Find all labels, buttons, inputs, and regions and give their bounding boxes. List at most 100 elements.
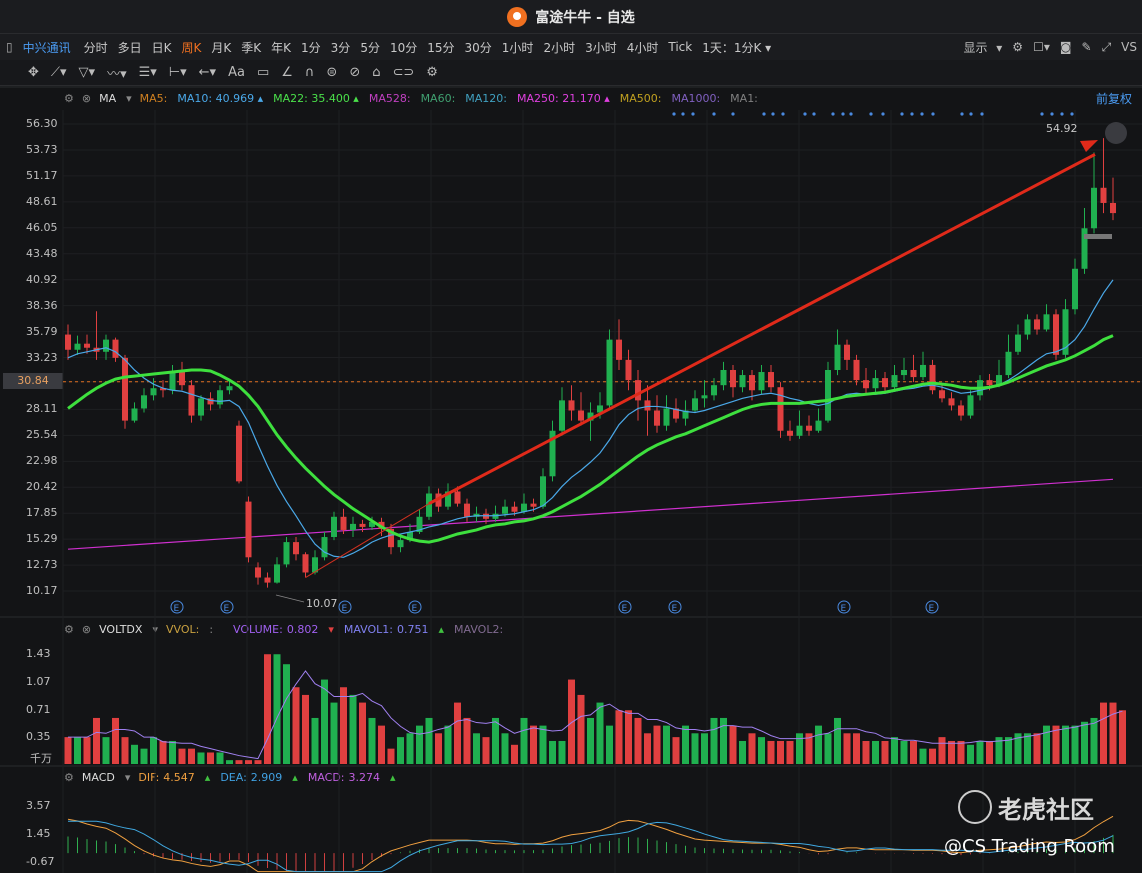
- panel-toggle-icon[interactable]: ▯: [6, 40, 13, 54]
- link-icon[interactable]: ⊂⊃: [392, 65, 415, 80]
- volume-bar: [425, 717, 433, 764]
- candle-body: [597, 405, 603, 413]
- timeframe-tab-2[interactable]: 日K: [151, 40, 172, 55]
- volume-bar: [853, 733, 860, 764]
- event-dot-icon: [672, 112, 676, 116]
- fullscreen-icon[interactable]: ⤢: [1101, 39, 1112, 54]
- volume-bar: [539, 725, 547, 764]
- macd-indicator-name[interactable]: MACD: [81, 770, 115, 784]
- text-tool-icon[interactable]: Aa: [228, 65, 245, 80]
- event-dot-icon: [881, 112, 885, 116]
- arrow-tool-icon[interactable]: ←▾: [198, 65, 217, 80]
- timeframe-tab-13[interactable]: 1小时: [501, 40, 534, 55]
- timeframe-tab-11[interactable]: 15分: [427, 40, 455, 55]
- settings-gear-icon[interactable]: ⚙: [1012, 40, 1024, 54]
- candle-body: [815, 420, 822, 431]
- adjust-mode-button[interactable]: 前复权: [1095, 92, 1132, 106]
- ma-settings-icon[interactable]: ⚙: [64, 91, 74, 105]
- display-dropdown[interactable]: 显示 ▾: [953, 39, 1007, 56]
- event-dot-icon: [969, 112, 973, 116]
- candle-body: [1091, 187, 1097, 229]
- price-axis-label: 15.29: [26, 532, 58, 546]
- volume-bar: [1005, 737, 1012, 764]
- volume-bar: [406, 733, 414, 764]
- event-dot-icon: [781, 112, 785, 116]
- timeframe-tab-10[interactable]: 10分: [389, 40, 418, 55]
- timeframe-tab-18[interactable]: 1天：1分K ▾: [702, 40, 772, 55]
- line-tool-icon[interactable]: ⟋▾: [50, 65, 67, 80]
- volume-bar: [596, 702, 604, 764]
- crosshair-move-icon[interactable]: ✥: [28, 65, 39, 80]
- macd-settings-icon[interactable]: ⚙: [64, 770, 74, 784]
- volume-bar: [606, 725, 613, 764]
- hide-icon[interactable]: ⊘: [349, 65, 361, 80]
- comment-tool-icon[interactable]: ▭: [256, 65, 270, 80]
- ma-dropdown-icon[interactable]: ▾: [126, 91, 132, 105]
- magnet-icon[interactable]: ∩: [304, 65, 315, 80]
- candle-body: [141, 395, 147, 409]
- timeframe-tab-7[interactable]: 1分: [301, 40, 321, 55]
- vol-indicator-name[interactable]: VOLTDX: [99, 622, 143, 636]
- candle-body: [188, 385, 195, 416]
- volume-bar: [311, 717, 319, 764]
- timeframe-tab-5[interactable]: 季K: [241, 40, 262, 55]
- timeframe-tab-3[interactable]: 周K: [181, 40, 202, 55]
- timeframe-tab-4[interactable]: 月K: [211, 40, 232, 55]
- draw-settings-icon[interactable]: ⚙: [426, 65, 438, 80]
- channel-tool-icon[interactable]: ▽▾: [78, 65, 96, 80]
- trend-arrow-line: [428, 153, 1096, 505]
- vol-settings-icon[interactable]: ⚙: [64, 622, 74, 636]
- candle-body: [1072, 268, 1078, 310]
- eraser-icon[interactable]: ∠: [281, 65, 293, 80]
- volume-bar: [188, 748, 195, 764]
- pen-icon[interactable]: ✎: [1081, 40, 1092, 54]
- event-dot-icon: [831, 112, 835, 116]
- volume-bar: [159, 740, 167, 764]
- compare-icon[interactable]: VS: [1121, 40, 1137, 54]
- wave-tool-icon[interactable]: 〰▾: [107, 67, 127, 82]
- timeframe-tab-16[interactable]: 4小时: [626, 40, 659, 55]
- candle-body: [103, 339, 109, 352]
- volume-bar: [264, 654, 271, 764]
- ma-legend-item-3: MA528:: [368, 91, 411, 105]
- timeframe-tab-9[interactable]: 5分: [360, 40, 380, 55]
- timeframe-tab-17[interactable]: Tick: [668, 40, 693, 54]
- timeframe-tab-1[interactable]: 多日: [117, 40, 142, 55]
- timeframe-tab-0[interactable]: 分时: [83, 40, 108, 55]
- mavol1-value: 0.751: [397, 622, 429, 636]
- candle-body: [530, 503, 537, 507]
- volume-bar: [1052, 725, 1060, 764]
- macd-label: MACD:: [307, 770, 345, 784]
- timeframe-tab-12[interactable]: 30分: [464, 40, 492, 55]
- timeframe-tab-15[interactable]: 3小时: [585, 40, 617, 55]
- timeframe-tab-8[interactable]: 3分: [330, 40, 351, 55]
- ma-indicator-name[interactable]: MA: [99, 91, 117, 105]
- fib-tool-icon[interactable]: ☰▾: [138, 65, 157, 80]
- macd-dropdown-icon[interactable]: ▾: [124, 770, 131, 784]
- candle-body: [454, 491, 461, 504]
- vol-close-icon[interactable]: ⊗: [81, 622, 92, 636]
- dif-line: [67, 815, 1114, 873]
- volume-bar: [948, 740, 955, 764]
- lock-icon[interactable]: ⊜: [326, 65, 338, 80]
- trash-icon[interactable]: ⌂: [372, 65, 381, 80]
- earnings-marker-icon: [618, 600, 632, 614]
- camera-icon[interactable]: ◙: [1059, 40, 1072, 54]
- candle-body: [796, 425, 803, 436]
- macd-axis-label: 1.45: [26, 826, 51, 840]
- volume-bar: [976, 740, 984, 764]
- ma-close-icon[interactable]: ⊗: [81, 91, 92, 105]
- volume-bar: [653, 725, 661, 764]
- candle-body: [1043, 314, 1050, 330]
- layout-icon[interactable]: ☐▾: [1033, 40, 1050, 54]
- volume-bar: [663, 725, 670, 764]
- timeframe-tab-6[interactable]: 年K: [271, 40, 292, 55]
- high-price-label: 54.92: [1046, 122, 1078, 135]
- candle-body: [882, 378, 888, 388]
- volume-bar: [131, 744, 138, 764]
- timeframe-tab-14[interactable]: 2小时: [543, 40, 576, 55]
- measure-tool-icon[interactable]: ⊢▾: [168, 65, 187, 80]
- stock-name[interactable]: 中兴通讯: [22, 40, 71, 55]
- candle-body: [312, 557, 318, 573]
